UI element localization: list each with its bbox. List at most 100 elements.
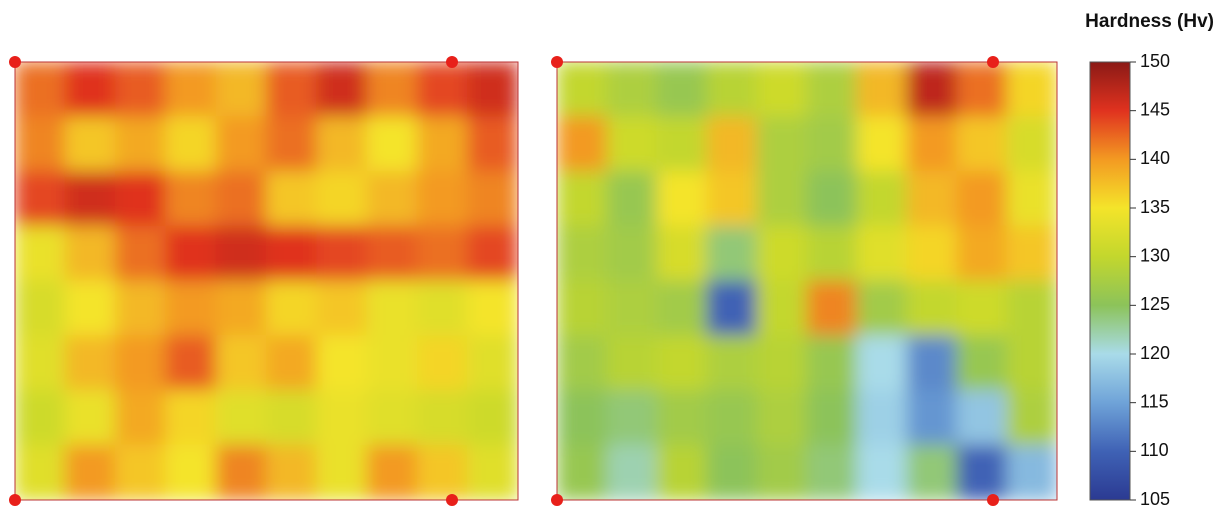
map-cell bbox=[266, 62, 318, 118]
map-cell bbox=[906, 62, 958, 118]
map-cell bbox=[756, 171, 808, 227]
map-cell bbox=[467, 335, 518, 391]
corner-marker bbox=[551, 494, 563, 506]
map-cell bbox=[115, 62, 167, 118]
corner-marker bbox=[446, 494, 458, 506]
map-cell bbox=[706, 225, 758, 282]
map-cell bbox=[806, 390, 858, 446]
map-cell bbox=[806, 171, 858, 227]
map-cell bbox=[165, 62, 217, 118]
map-cell bbox=[856, 444, 908, 500]
map-cell bbox=[416, 280, 469, 337]
colorbar-tick-label: 120 bbox=[1140, 343, 1170, 363]
map-cell bbox=[467, 390, 518, 446]
map-cell bbox=[215, 444, 267, 500]
map-cell bbox=[706, 444, 758, 500]
map-cell bbox=[756, 280, 808, 337]
map-cell bbox=[1006, 280, 1057, 337]
map-cell bbox=[656, 116, 708, 172]
map-cell bbox=[366, 335, 418, 391]
map-cell bbox=[467, 444, 518, 500]
map-cell bbox=[656, 444, 708, 500]
map-cell bbox=[756, 390, 808, 446]
map-cell bbox=[165, 335, 217, 391]
map-cell bbox=[706, 62, 758, 118]
map-cell bbox=[115, 225, 167, 282]
map-cell bbox=[115, 390, 167, 446]
map-cell bbox=[467, 171, 518, 227]
map-cell bbox=[806, 280, 858, 337]
map-cell bbox=[416, 116, 469, 172]
map-cell bbox=[856, 62, 908, 118]
map-cell bbox=[316, 335, 368, 391]
map-cell bbox=[806, 225, 858, 282]
map-cell bbox=[806, 335, 858, 391]
map-cell bbox=[316, 62, 368, 118]
map-cell bbox=[366, 171, 418, 227]
map-cell bbox=[115, 444, 167, 500]
map-frame bbox=[556, 61, 1058, 501]
map-cell bbox=[15, 335, 66, 391]
map-cell bbox=[606, 225, 658, 282]
map-cell bbox=[906, 335, 958, 391]
map-cell bbox=[165, 225, 217, 282]
map-cell bbox=[956, 171, 1008, 227]
colorbar-title: Hardness (Hv) bbox=[1085, 11, 1214, 32]
map-cell bbox=[606, 444, 658, 500]
map-cell bbox=[756, 444, 808, 500]
map-cell bbox=[1006, 116, 1057, 172]
map-cell bbox=[266, 225, 318, 282]
map-cell bbox=[467, 116, 518, 172]
map-cell bbox=[115, 280, 167, 337]
map-cell bbox=[756, 335, 808, 391]
map-cell bbox=[467, 280, 518, 337]
colorbar bbox=[1089, 61, 1131, 501]
map-cell bbox=[956, 280, 1008, 337]
corner-marker bbox=[9, 494, 21, 506]
map-cell bbox=[115, 116, 167, 172]
map-cell bbox=[557, 62, 608, 118]
map-cell bbox=[165, 116, 217, 172]
map-cell bbox=[266, 280, 318, 337]
map-cell bbox=[906, 171, 958, 227]
map-cell bbox=[856, 390, 908, 446]
map-cell bbox=[856, 280, 908, 337]
map-cell bbox=[416, 62, 469, 118]
map-cell bbox=[467, 225, 518, 282]
map-cell bbox=[15, 116, 66, 172]
map-cell bbox=[956, 444, 1008, 500]
map-cell bbox=[606, 62, 658, 118]
map-cell bbox=[656, 225, 708, 282]
map-cell bbox=[856, 225, 908, 282]
map-cell bbox=[906, 225, 958, 282]
map-cell bbox=[416, 225, 469, 282]
map-cell bbox=[706, 171, 758, 227]
map-cell bbox=[215, 116, 267, 172]
map-cell bbox=[906, 116, 958, 172]
map-cell bbox=[1006, 390, 1057, 446]
map-cell bbox=[606, 335, 658, 391]
map-cell bbox=[416, 390, 469, 446]
map-cell bbox=[215, 171, 267, 227]
map-cell bbox=[557, 335, 608, 391]
map-cell bbox=[64, 225, 117, 282]
colorbar-tick-label: 105 bbox=[1140, 489, 1170, 509]
map-cell bbox=[416, 444, 469, 500]
map-cell bbox=[366, 444, 418, 500]
map-cell bbox=[215, 280, 267, 337]
colorbar-tick-label: 115 bbox=[1140, 391, 1169, 411]
map-cell bbox=[956, 116, 1008, 172]
map-cell bbox=[64, 390, 117, 446]
map-cell bbox=[606, 171, 658, 227]
map-cell bbox=[906, 280, 958, 337]
corner-marker bbox=[446, 56, 458, 68]
map-cell bbox=[215, 62, 267, 118]
colorbar-tick-label: 140 bbox=[1140, 148, 1170, 168]
map-cell bbox=[606, 116, 658, 172]
map-cell bbox=[64, 444, 117, 500]
map-cell bbox=[266, 335, 318, 391]
map-cell bbox=[64, 335, 117, 391]
map-cell bbox=[806, 444, 858, 500]
map-cell bbox=[1006, 62, 1057, 118]
